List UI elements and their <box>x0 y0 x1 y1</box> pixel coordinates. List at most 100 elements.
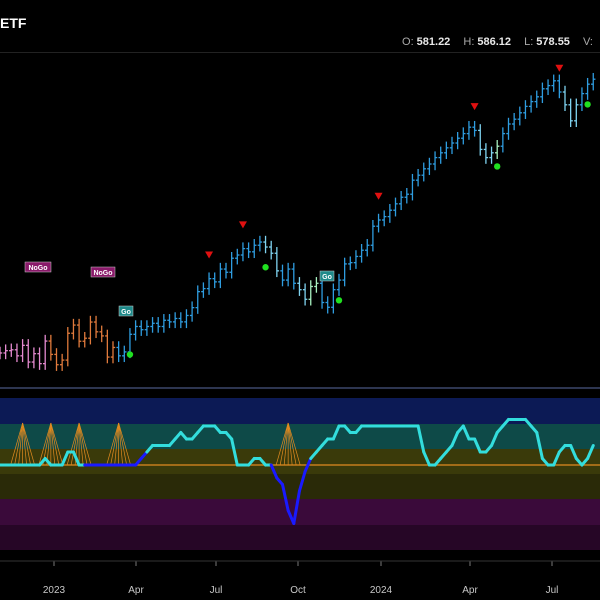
price-bar <box>472 120 477 137</box>
price-bar <box>410 173 415 201</box>
price-bar <box>223 262 229 279</box>
oscillator-cone-line <box>283 422 289 466</box>
price-bar <box>534 90 539 108</box>
oscillator-cone-line <box>22 422 31 466</box>
price-bar <box>415 168 421 187</box>
price-bar <box>235 248 240 265</box>
price-bar <box>99 325 104 343</box>
price-bar <box>206 272 212 295</box>
price-bar <box>76 318 82 348</box>
oscillator-line-segment <box>292 489 301 525</box>
price-bar <box>9 343 14 357</box>
x-axis-tick-label: Jul <box>546 585 559 596</box>
down-arrow-icon <box>470 103 479 111</box>
oscillator-cone-line <box>70 422 80 466</box>
high-key: H: <box>463 36 475 48</box>
price-bar <box>133 320 138 341</box>
price-bar <box>144 320 150 336</box>
go-dot-icon <box>335 297 343 304</box>
down-arrow-icon <box>205 251 214 259</box>
tag-nogo-2: NoGo <box>90 266 116 278</box>
tag-go-1: Go <box>118 305 134 317</box>
price-bar <box>20 339 25 363</box>
oscillator-line-segment <box>569 444 578 460</box>
oscillator-line-segment <box>297 470 307 493</box>
oscillator-cone-line <box>287 422 301 466</box>
x-axis-tick-label: Apr <box>128 585 144 596</box>
price-bar <box>483 143 489 164</box>
tag-go-2-label: Go <box>322 274 332 281</box>
go-dot-icon <box>494 163 501 170</box>
price-bar <box>489 146 494 164</box>
price-bar <box>495 140 500 160</box>
price-bar <box>382 210 387 227</box>
price-bar <box>528 95 534 113</box>
price-bar <box>427 157 432 176</box>
price-bar <box>246 242 251 259</box>
price-bar <box>302 283 308 306</box>
tag-nogo-1: NoGo <box>24 261 52 273</box>
oscillator-cone-line <box>114 422 119 466</box>
oscillator-line-segment <box>416 424 426 454</box>
oscillator-line-segment <box>490 431 499 447</box>
price-bar <box>252 239 257 259</box>
price-bar <box>48 334 54 361</box>
top-border <box>0 52 600 53</box>
oscillator-line-segment <box>230 437 239 467</box>
tag-go-1-label: Go <box>121 309 131 316</box>
price-bar <box>195 285 200 314</box>
price-bar <box>59 353 65 371</box>
oscillator-line-segment <box>535 431 544 460</box>
volume-key: V: <box>583 36 593 48</box>
down-arrow-icon <box>238 221 247 229</box>
price-bar <box>421 162 426 182</box>
oscillator-band <box>0 424 600 449</box>
oscillator-line-segment <box>281 483 290 512</box>
oscillator-line-segment <box>60 450 70 467</box>
price-bar <box>150 317 155 333</box>
price-bar <box>353 250 359 269</box>
price-bar <box>562 85 568 112</box>
oscillator-cone-line <box>22 422 27 466</box>
price-bar <box>314 277 319 293</box>
price-bar <box>348 256 353 271</box>
price-bar <box>511 112 517 131</box>
price-bar <box>54 348 59 371</box>
go-dot-icon <box>262 264 269 271</box>
price-bar <box>579 87 585 112</box>
x-axis-tick-label: Oct <box>290 585 306 596</box>
price-bar <box>285 262 291 287</box>
price-bar <box>167 314 172 329</box>
down-arrow-icon <box>374 192 383 200</box>
price-bar <box>3 344 8 360</box>
low-key: L: <box>524 36 534 48</box>
price-bar <box>88 315 93 345</box>
price-bar <box>189 301 195 322</box>
oscillator-cone-line <box>118 422 127 466</box>
price-bar <box>156 317 161 333</box>
ohlc-readout: O: 581.22 H: 586.12 L: 578.55 V: <box>392 36 596 48</box>
price-bar <box>478 124 483 156</box>
oscillator-line-segment <box>461 424 471 441</box>
price-bar <box>444 141 449 160</box>
price-bar <box>257 235 263 252</box>
price-bar <box>14 343 20 363</box>
oscillator-line-segment <box>450 431 460 447</box>
price-bar <box>122 345 127 363</box>
oscillator-cone-line <box>110 422 119 466</box>
price-bar <box>568 98 573 128</box>
price-bar <box>393 197 398 217</box>
price-bar <box>65 327 70 367</box>
price-bar <box>308 280 313 306</box>
price-bar <box>229 252 234 279</box>
price-bar <box>438 146 443 164</box>
price-bar <box>297 277 302 296</box>
price-bar <box>359 244 364 263</box>
price-bar <box>455 132 460 150</box>
oscillator-cone-line <box>118 422 123 466</box>
price-bar <box>26 339 31 369</box>
price-bar <box>0 346 3 360</box>
price-bar <box>331 283 336 314</box>
price-bar <box>280 264 285 287</box>
